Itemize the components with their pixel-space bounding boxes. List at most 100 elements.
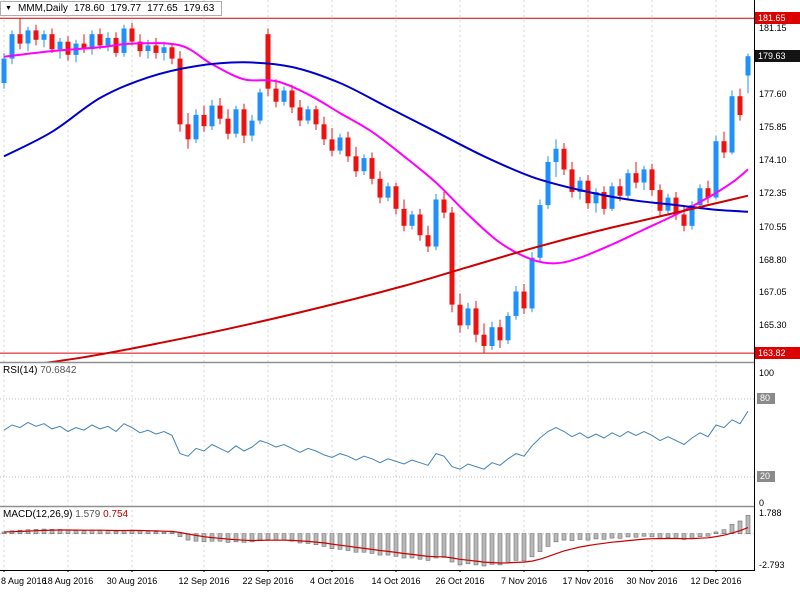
candle — [513, 285, 519, 320]
candle — [473, 300, 479, 343]
candle — [337, 133, 343, 155]
candle — [569, 161, 575, 198]
date-label: 7 Nov 2016 — [500, 576, 548, 586]
date-label: 18 Aug 2016 — [42, 576, 94, 586]
candle — [81, 34, 87, 53]
candle — [401, 199, 407, 232]
candle — [177, 51, 183, 132]
candle — [241, 103, 247, 144]
candle — [737, 88, 743, 121]
candle — [441, 192, 447, 219]
candle — [33, 24, 39, 46]
candle — [657, 184, 663, 217]
candle — [497, 319, 503, 348]
price-axis-label: 167.05 — [759, 287, 787, 298]
date-label: 8 Aug 2016 — [1, 576, 47, 586]
candle — [201, 105, 207, 132]
price-axis[interactable]: 181.15 177.60 175.85 174.10 172.35 170.55 168.… — [755, 0, 800, 571]
rsi-level-badge: 20 — [757, 471, 775, 482]
candle — [73, 39, 79, 63]
macd-histogram — [1, 515, 751, 567]
macd-signal-line — [3, 527, 749, 564]
candle — [289, 84, 295, 114]
price-axis-label: 174.10 — [759, 155, 787, 166]
candle — [1, 53, 7, 89]
time-axis[interactable]: 8 Aug 2016 18 Aug 2016 30 Aug 2016 12 Sep 2… — [0, 572, 800, 600]
candle — [225, 109, 231, 140]
candle — [633, 161, 639, 189]
level-lines — [0, 17, 754, 354]
candle — [577, 176, 583, 200]
candle — [537, 199, 543, 262]
candle — [97, 28, 103, 50]
candle — [729, 90, 735, 155]
candle — [641, 165, 647, 191]
candle — [713, 135, 719, 200]
candle — [705, 180, 711, 204]
price-axis-label: 181.15 — [759, 22, 787, 33]
candle — [185, 113, 191, 149]
panel-separators — [0, 361, 800, 571]
rsi-value: 70.6842 — [40, 365, 77, 376]
date-label: 22 Sep 2016 — [242, 576, 294, 586]
candle — [313, 105, 319, 130]
candle — [25, 26, 31, 52]
candle — [601, 186, 607, 215]
candle — [529, 252, 535, 313]
candle — [353, 146, 359, 177]
date-label: 17 Nov 2016 — [562, 576, 614, 586]
candle — [561, 143, 567, 175]
candle — [593, 188, 599, 213]
macd-value: 1.579 — [75, 509, 101, 520]
candle — [121, 24, 127, 57]
grid — [3, 0, 717, 570]
candle — [105, 32, 111, 52]
candle — [457, 293, 463, 333]
ohlc-low: 177.65 — [147, 3, 178, 14]
price-axis-label: 172.35 — [759, 187, 787, 198]
rsi-name: RSI(14) — [3, 365, 38, 376]
candle — [553, 139, 559, 177]
candle — [249, 114, 255, 142]
candle — [305, 105, 311, 125]
rsi-axis-label: 0 — [759, 498, 765, 508]
macd-panel-label: MACD(12,26,9) 1.579 0.754 — [3, 509, 128, 520]
candle — [297, 99, 303, 127]
rsi-line — [3, 410, 749, 470]
ma-mid-blue-line — [3, 61, 749, 213]
ma-slow-red-line — [44, 194, 749, 362]
date-label: 12 Sep 2016 — [178, 576, 230, 586]
candle — [697, 184, 703, 209]
candle — [17, 18, 23, 50]
ohlc-open: 178.60 — [73, 3, 105, 14]
date-label: 4 Oct 2016 — [309, 576, 355, 586]
candle — [57, 37, 63, 59]
price-axis-label: 170.55 — [759, 221, 787, 232]
candle — [9, 30, 15, 65]
candle — [345, 131, 351, 162]
candle — [209, 99, 215, 130]
candle — [465, 302, 471, 330]
candle — [385, 182, 391, 202]
candle — [153, 37, 159, 59]
candle — [377, 171, 383, 204]
candle — [321, 116, 327, 145]
macd-name: MACD(12,26,9) — [3, 509, 73, 520]
candle — [193, 109, 199, 144]
price-axis-label: 165.30 — [759, 320, 787, 331]
candle — [273, 79, 279, 108]
candle — [489, 321, 495, 350]
price-axis-label: 177.60 — [759, 89, 787, 100]
candle — [329, 128, 335, 157]
candle — [169, 43, 175, 65]
candle — [745, 53, 751, 94]
candle — [49, 28, 55, 53]
rsi-level-badge: 80 — [757, 393, 775, 404]
candle — [505, 312, 511, 345]
candle — [521, 284, 527, 314]
candle — [129, 22, 135, 46]
collapse-chart-icon[interactable]: ▼ — [5, 5, 12, 12]
candle — [65, 36, 71, 61]
